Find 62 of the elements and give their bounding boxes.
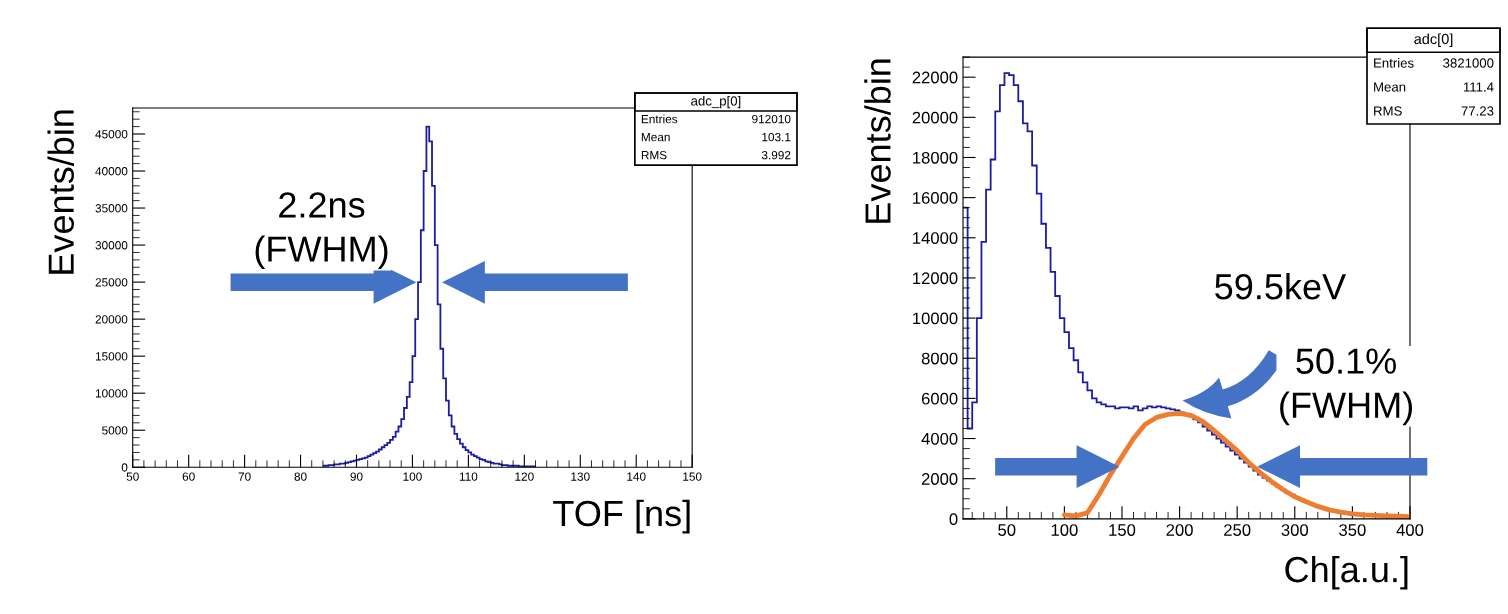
x-tick-label: 130 — [571, 472, 590, 481]
annotation: Mean — [1374, 82, 1406, 92]
y-tick-label: 12000 — [913, 272, 958, 285]
y-tick-label: 20000 — [912, 111, 958, 124]
x-tick-label: 60 — [182, 472, 195, 481]
x-tick-label: 50 — [998, 524, 1016, 536]
x-axis-title: TOF [ns] — [553, 499, 690, 534]
y-tick-label: 20000 — [95, 315, 128, 324]
y-tick-label: 10000 — [913, 312, 958, 325]
y-tick-label: 22000 — [912, 71, 958, 84]
annotation: adc_p[0] — [691, 95, 741, 109]
annotation: Mean — [641, 133, 670, 142]
annotation: RMS — [641, 150, 667, 160]
text: 103.1 — [762, 132, 791, 142]
x-tick-label: 350 — [1339, 524, 1366, 536]
y-axis-title: Events/bin — [47, 110, 74, 274]
annotation: 59.5keV — [1215, 272, 1347, 300]
x-tick-label: 100 — [403, 472, 422, 481]
x-tick-label: 100 — [1051, 524, 1078, 536]
annotation: Entries — [1374, 58, 1414, 68]
y-tick-label: 40000 — [95, 167, 128, 176]
annotation: 2.2ns (FWHM) — [255, 192, 388, 270]
y-tick-label: 14000 — [913, 232, 958, 244]
x-tick-label: 150 — [683, 472, 702, 481]
x-tick-label: 80 — [294, 472, 307, 481]
y-axis-title: Events/bin — [864, 59, 891, 223]
x-tick-label: 50 — [126, 472, 139, 481]
y-tick-label: 0 — [121, 463, 128, 472]
y-tick-label: 15000 — [95, 352, 128, 361]
x-tick-label: 400 — [1396, 524, 1424, 536]
annotation: 50.1% (FWHM) — [1280, 348, 1412, 426]
annotation: RMS — [1374, 106, 1402, 116]
x-axis-title: Ch[a.u.] — [1285, 555, 1408, 590]
text: 912010 — [752, 114, 791, 124]
y-tick-label: 35000 — [95, 204, 128, 213]
y-tick-label: 5000 — [102, 426, 128, 435]
x-tick-label: 90 — [350, 472, 363, 481]
x-tick-label: 150 — [1109, 524, 1136, 536]
x-tick-label: 200 — [1166, 524, 1193, 536]
text: 111.4 — [1463, 82, 1494, 92]
x-tick-label: 110 — [459, 472, 478, 481]
y-tick-label: 8000 — [921, 352, 958, 365]
y-tick-label: 30000 — [95, 241, 128, 250]
text: 3.992 — [761, 150, 791, 160]
text: 3821000 — [1443, 58, 1494, 68]
y-tick-label: 0 — [949, 513, 958, 526]
y-tick-label: 6000 — [921, 392, 958, 405]
x-tick-label: 120 — [515, 472, 534, 481]
text: adc[0] — [1414, 33, 1453, 48]
y-tick-label: 18000 — [913, 151, 958, 164]
y-tick-label: 4000 — [921, 432, 958, 445]
y-tick-label: 25000 — [95, 278, 128, 287]
x-tick-label: 250 — [1224, 524, 1251, 536]
y-tick-label: 16000 — [913, 192, 958, 204]
y-tick-label: 2000 — [921, 473, 958, 485]
text: 77.23 — [1461, 106, 1494, 116]
x-tick-label: 70 — [238, 472, 251, 481]
y-tick-label: 45000 — [95, 130, 128, 139]
y-tick-label: 10000 — [95, 389, 128, 398]
annotation: Entries — [641, 114, 678, 124]
x-tick-label: 140 — [627, 472, 646, 481]
x-tick-label: 300 — [1281, 524, 1309, 536]
